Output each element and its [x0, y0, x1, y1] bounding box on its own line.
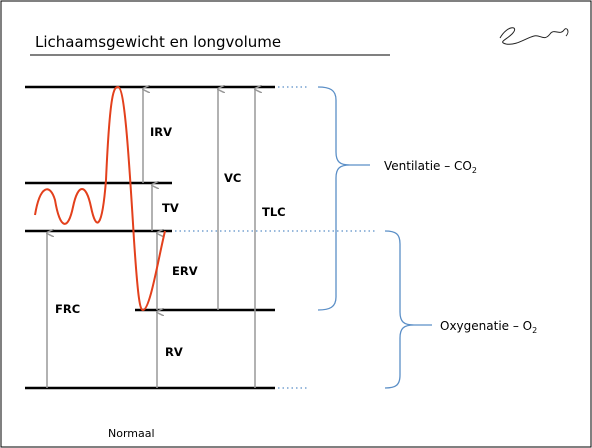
label: TLC [262, 205, 286, 219]
brace [384, 230, 432, 389]
arrows [47, 89, 255, 388]
label: RV [165, 345, 183, 359]
brace [317, 86, 370, 311]
breathing-curve [34, 85, 166, 312]
group-text: Ventilatie – CO [384, 159, 472, 173]
group-text: Oxygenatie – O [440, 319, 532, 333]
group-label: Oxygenatie – O2 [440, 319, 537, 335]
title: Lichaamsgewicht en longvolume [35, 33, 281, 51]
label: ERV [172, 264, 198, 278]
label: VC [224, 171, 241, 185]
label: FRC [55, 302, 80, 316]
caption: Normaal [108, 427, 155, 440]
group-sub: 2 [532, 326, 537, 335]
logo [499, 27, 569, 45]
group-label: Ventilatie – CO2 [384, 159, 477, 175]
label: IRV [150, 125, 172, 139]
label: TV [162, 201, 179, 215]
group-sub: 2 [472, 166, 477, 175]
